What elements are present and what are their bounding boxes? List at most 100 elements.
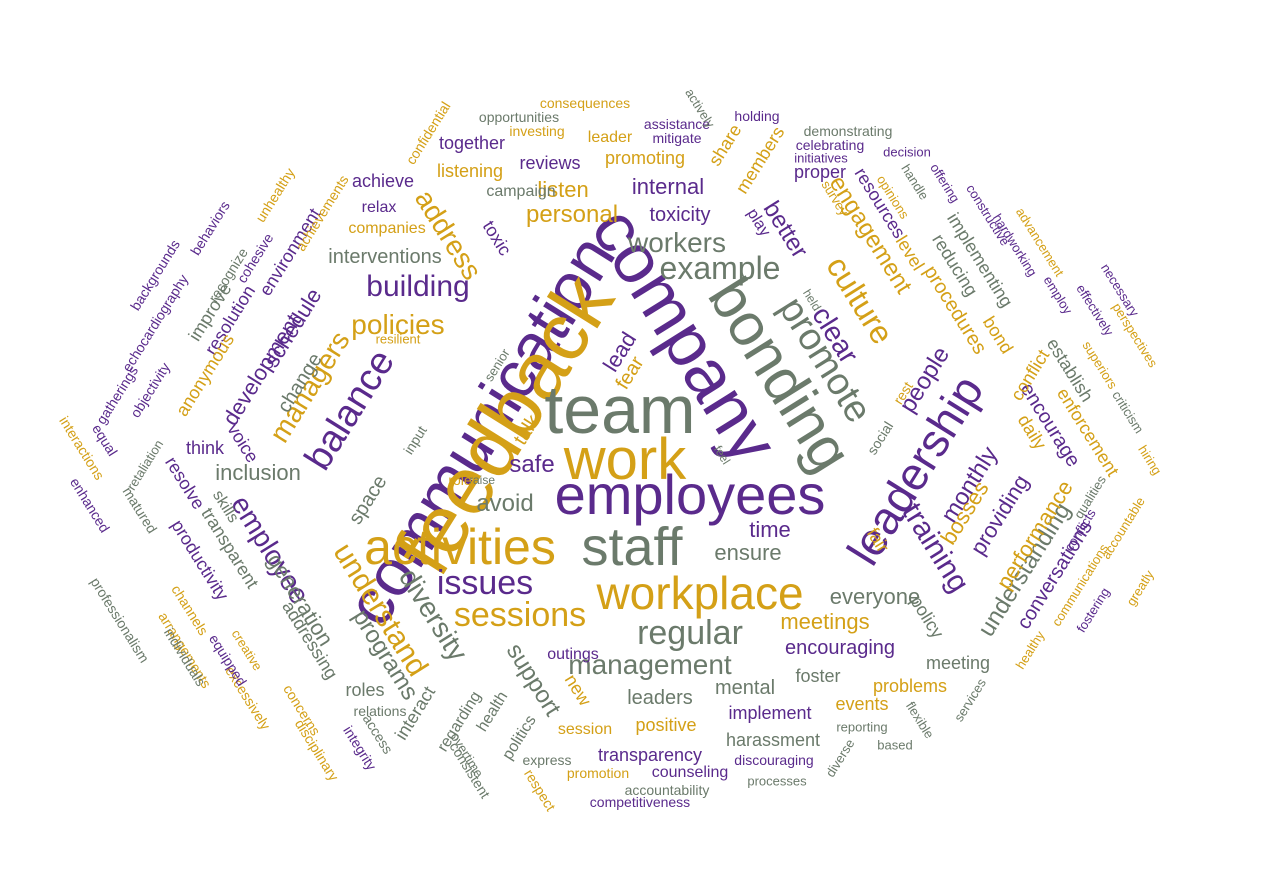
word: harassment (725, 730, 821, 750)
word: work (563, 427, 687, 492)
word: retaliation (123, 437, 167, 493)
word: inclusion (215, 460, 301, 485)
word: meetings (780, 609, 870, 634)
word: transparency (597, 745, 703, 765)
word: role (448, 472, 472, 488)
word: celebrating (795, 137, 865, 153)
word: matured (119, 483, 161, 537)
word: behaviors (187, 198, 233, 258)
word: staff (581, 517, 683, 577)
word: listening (436, 161, 504, 181)
word: leaders (627, 687, 693, 709)
word: employees (554, 463, 826, 526)
word: discouraging (734, 752, 814, 768)
word: unhealthy (252, 165, 298, 225)
word: toxicity (649, 204, 711, 226)
word: events (835, 694, 889, 714)
word: criticism (1109, 388, 1147, 436)
word: outings (547, 646, 599, 663)
word: achieve (351, 171, 415, 191)
word: building (366, 270, 470, 303)
word: share (704, 120, 746, 170)
word: ensure (714, 540, 782, 565)
word: proper (793, 162, 847, 182)
word: counseling (651, 764, 729, 781)
word: flexible (902, 698, 938, 742)
word: policy (906, 592, 948, 642)
word: relax (361, 199, 397, 216)
word: effectively (1073, 281, 1117, 339)
word: safe (509, 451, 555, 478)
word: investing (509, 123, 565, 139)
word: reviews (519, 153, 581, 173)
word: healthy (1012, 628, 1048, 672)
word: interventions (328, 246, 442, 268)
word: activities (364, 519, 556, 575)
word: initiatives (794, 150, 848, 166)
word: hiring (1135, 442, 1165, 478)
word: meeting (925, 653, 991, 673)
word: session (557, 721, 613, 738)
word: services (951, 675, 989, 725)
word: social (863, 418, 897, 458)
word: team (544, 372, 696, 448)
word: management (568, 649, 732, 680)
word: issues (436, 564, 534, 602)
word: consequences (539, 95, 631, 111)
word: everyone (829, 584, 921, 609)
word: internal (631, 174, 705, 199)
word: greatly (1123, 567, 1157, 609)
word: sessions (453, 596, 587, 634)
word: resilient (375, 331, 421, 347)
word: promotion (566, 765, 630, 781)
word: implement (728, 703, 812, 723)
word: foster (795, 666, 841, 686)
word: decision (883, 144, 931, 160)
word: leader (587, 129, 633, 146)
word: opportunities (478, 109, 560, 125)
word: enhanced (66, 474, 114, 536)
word: respect (521, 766, 559, 814)
word: policies (351, 309, 445, 340)
word: professionalism (87, 574, 153, 666)
word: toxic (478, 217, 516, 259)
word: competitiveness (589, 794, 691, 810)
word: diverse (822, 736, 858, 780)
word: time (749, 517, 791, 542)
word: assistance (643, 116, 711, 132)
word: bond (978, 312, 1018, 358)
word: gatherings (92, 363, 142, 427)
word: workers (627, 227, 727, 258)
word: mitigate (652, 130, 702, 146)
word: example (659, 250, 781, 286)
word: listen (537, 177, 589, 202)
word: positive (635, 715, 697, 735)
word: voice (223, 419, 263, 467)
word: mental (714, 677, 776, 699)
word: companies (348, 220, 426, 237)
word: together (438, 133, 506, 153)
word: campaign (486, 183, 556, 200)
word: workplace (596, 567, 804, 619)
word: based (877, 737, 913, 753)
word: offering (927, 160, 963, 206)
word: avoid (476, 490, 534, 517)
word: express (522, 752, 572, 768)
word: personal (525, 201, 619, 228)
word: roles (345, 680, 385, 700)
word: relations (353, 703, 407, 719)
word: encouraging (784, 637, 896, 659)
word: resolve (161, 453, 209, 513)
word: promoting (604, 148, 686, 168)
word: reporting (836, 719, 888, 735)
word: regular (637, 614, 743, 652)
word: raise (468, 473, 496, 487)
word: demonstrating (803, 123, 893, 139)
word: processes (747, 773, 807, 789)
word: accountability (624, 782, 710, 798)
word: employ (1040, 273, 1076, 317)
word: think (185, 438, 225, 458)
word: holding (734, 108, 780, 124)
word: problems (872, 676, 948, 696)
